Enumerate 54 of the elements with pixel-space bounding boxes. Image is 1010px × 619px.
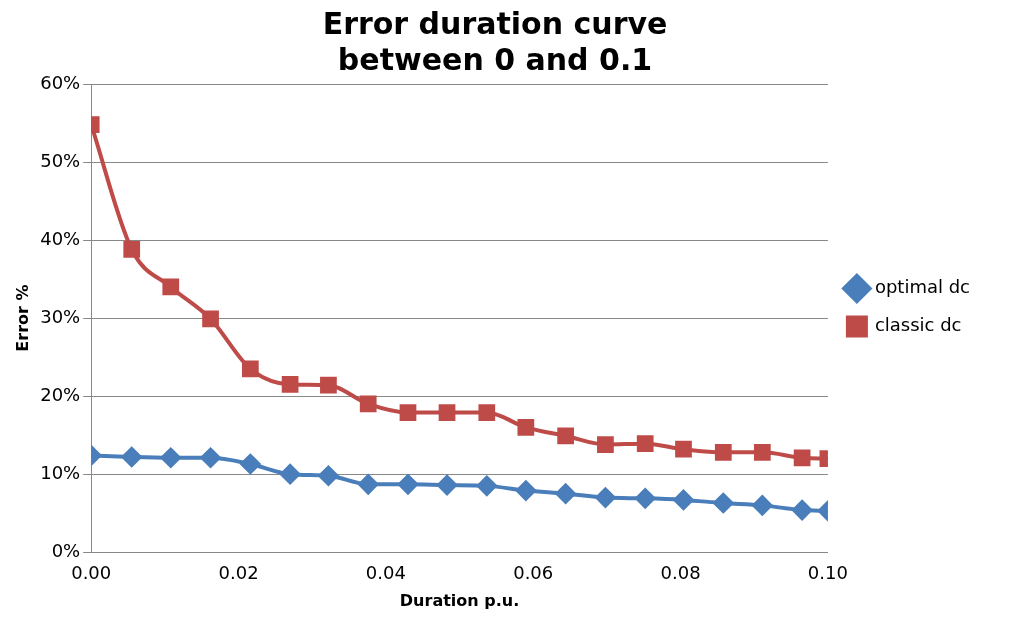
point [752, 495, 773, 516]
point [597, 436, 614, 453]
point [713, 493, 734, 514]
y-tick-label: 50% [40, 149, 81, 171]
x-axis-title: Duration p.u. [399, 590, 520, 610]
point [555, 483, 576, 504]
point [399, 404, 417, 421]
point [792, 500, 813, 521]
point [318, 465, 339, 486]
point [358, 474, 379, 495]
point [635, 488, 656, 509]
y-tick-label: 40% [40, 227, 81, 249]
point [162, 278, 180, 296]
point [123, 241, 141, 258]
x-tick-label: 0.00 [71, 561, 112, 583]
x-tick-label: 0.02 [218, 561, 259, 583]
point [675, 440, 692, 458]
point [397, 474, 418, 495]
point [517, 418, 535, 436]
point [476, 475, 497, 496]
x-tick-label: 0.06 [513, 561, 554, 583]
point [280, 464, 301, 485]
x-tick-label: 0.08 [660, 561, 701, 583]
y-axis-title: Error % [12, 284, 32, 352]
point [241, 360, 259, 378]
point [595, 487, 616, 508]
point [438, 404, 456, 421]
x-tick-label: 0.04 [365, 561, 406, 583]
point [437, 475, 458, 496]
y-tick-label: 30% [40, 305, 81, 327]
point [200, 447, 221, 468]
point [281, 376, 299, 393]
x-tick-label: 0.10 [807, 561, 848, 583]
y-tick-label: 10% [40, 461, 81, 483]
legend-label: classic dc [874, 314, 962, 336]
point [753, 443, 771, 461]
point [202, 310, 219, 328]
chart-title: Error duration curve between 0 and 0.1 [322, 5, 668, 77]
y-tick-label: 20% [40, 383, 81, 405]
y-tick-label: 0% [51, 539, 81, 561]
point [515, 480, 536, 501]
point [714, 443, 732, 461]
point [240, 454, 261, 475]
point [121, 447, 142, 467]
point [793, 449, 811, 467]
y-tick-label: 60% [40, 71, 81, 93]
point [673, 489, 694, 510]
point [557, 427, 574, 445]
legend-label: optimal dc [874, 276, 970, 298]
point [636, 435, 654, 453]
point [359, 395, 377, 413]
point [160, 447, 181, 468]
point [320, 376, 337, 394]
point [478, 404, 496, 421]
